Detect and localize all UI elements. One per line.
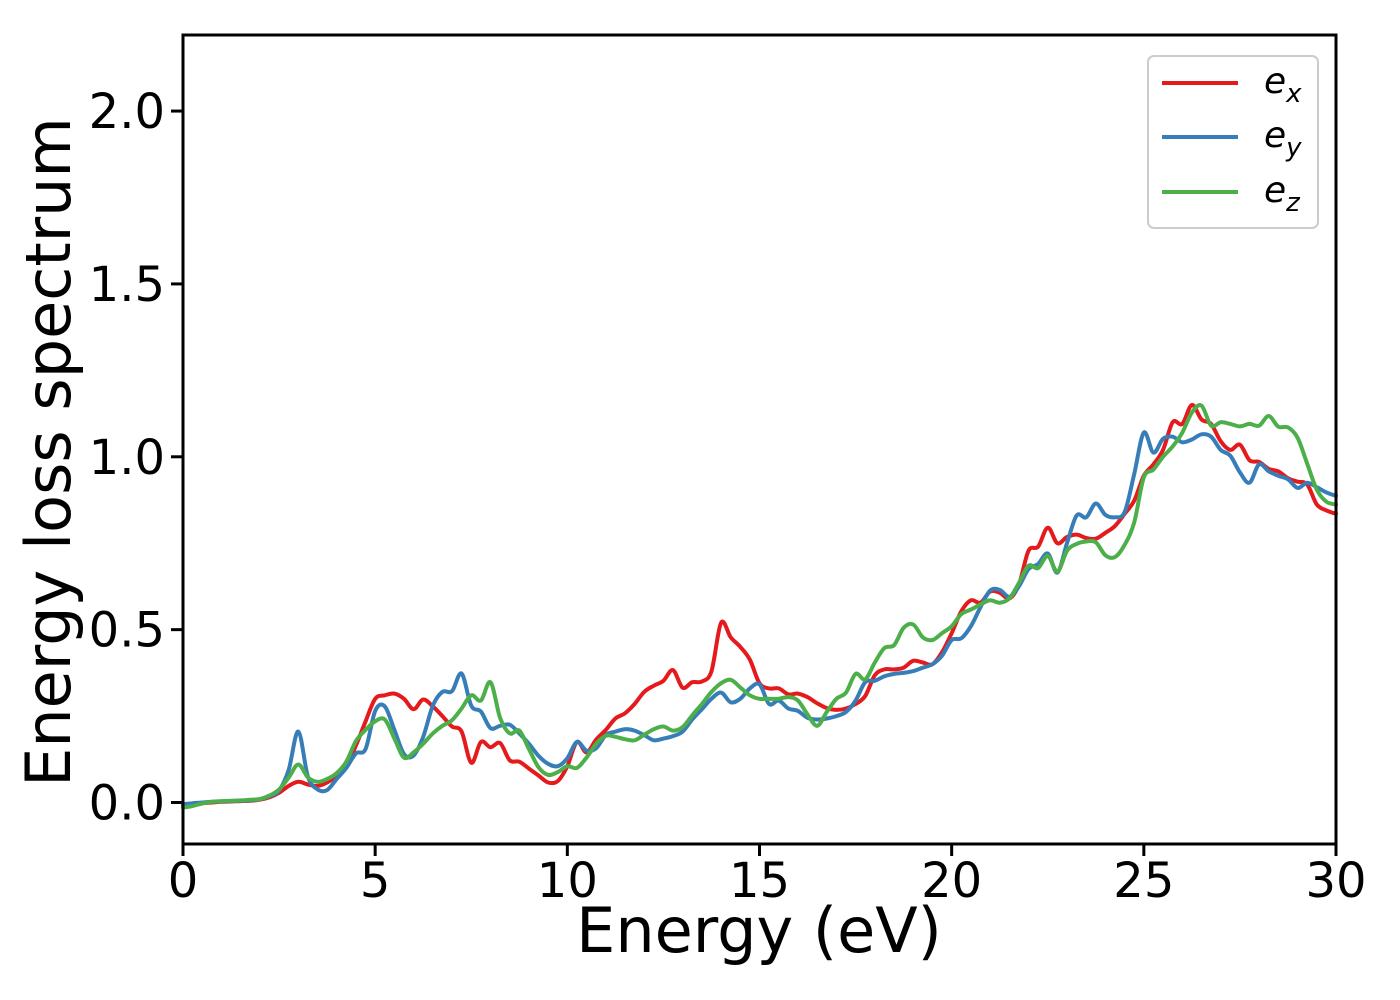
series-lines (181, 402, 1338, 810)
legend-entry-ey: ey (1162, 115, 1302, 163)
y-tick-label: 0.5 (89, 603, 165, 659)
y-tick-label: 1.0 (89, 430, 165, 486)
x-tick-label: 15 (729, 853, 790, 909)
legend: ex ey ez (1147, 55, 1319, 229)
legend-label-ex: ex (1264, 61, 1302, 109)
legend-entry-ez: ez (1162, 170, 1301, 218)
x-tick-label: 25 (1113, 853, 1174, 909)
legend-label-ey: ey (1264, 115, 1302, 163)
y-axis-label: Energy loss spectrum (12, 117, 85, 787)
legend-box (1147, 55, 1319, 229)
x-tick-label: 20 (921, 853, 982, 909)
x-tick-label: 0 (168, 853, 199, 909)
plot-frame (181, 33, 1338, 846)
series-line-e_y (181, 430, 1338, 807)
x-tick-label: 5 (360, 853, 391, 909)
y-axis-ticks: 0.0 0.5 1.0 1.5 2.0 (89, 84, 183, 832)
x-tick-label: 30 (1305, 853, 1366, 909)
x-axis-ticks: 0 5 10 15 20 25 30 (168, 844, 1367, 909)
legend-label-ez: ez (1264, 170, 1301, 218)
y-tick-label: 1.5 (89, 257, 165, 313)
y-tick-label: 2.0 (89, 84, 165, 140)
y-tick-label: 0.0 (89, 776, 165, 832)
x-tick-label: 10 (537, 853, 598, 909)
series-line-e_z (181, 403, 1338, 810)
x-axis-label: Energy (eV) (576, 894, 942, 967)
legend-entry-ex: ex (1162, 61, 1302, 109)
